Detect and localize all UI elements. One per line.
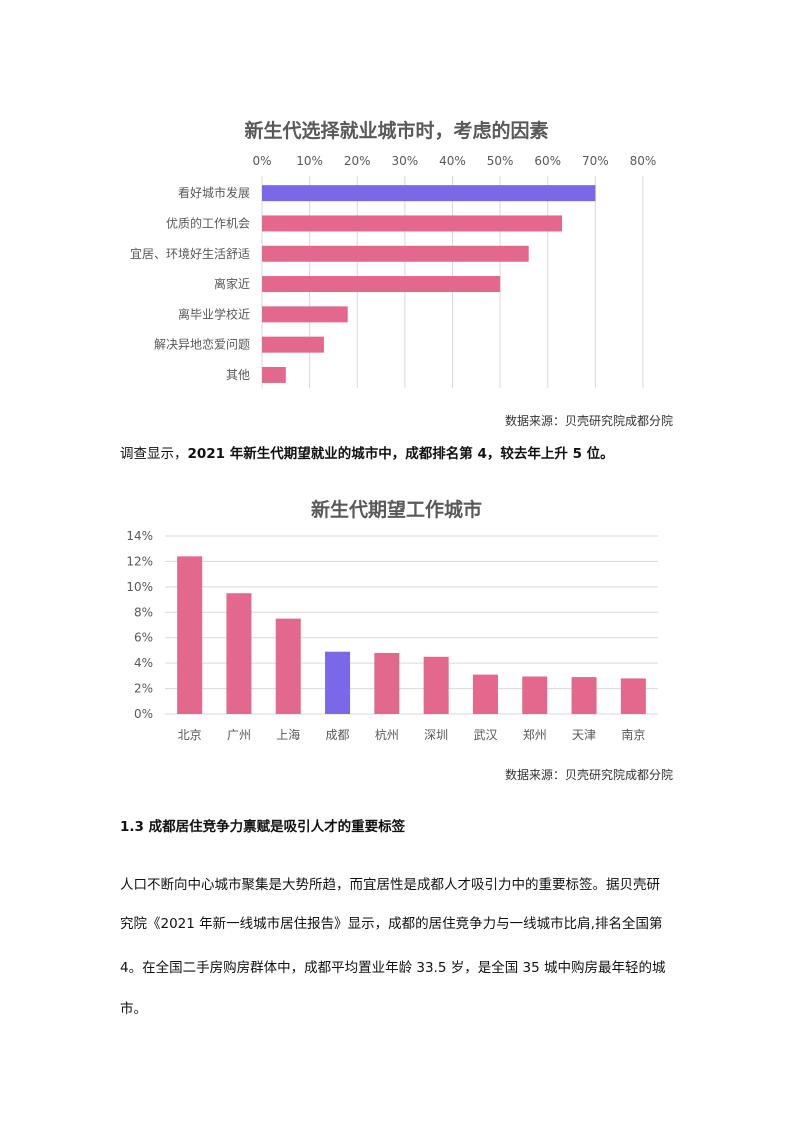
body-line: 人口不断向中心城市聚集是大势所趋，而宜居性是成都人才吸引力中的重要标签。据贝壳研 xyxy=(120,877,660,893)
y-tick-label: 6% xyxy=(134,631,153,645)
bar xyxy=(262,336,324,353)
category-label: 广州 xyxy=(227,728,251,742)
bar xyxy=(262,215,563,232)
y-tick-label: 12% xyxy=(126,554,153,568)
bar xyxy=(571,677,597,714)
category-label: 成都 xyxy=(326,728,350,742)
bar xyxy=(177,556,203,714)
category-label: 北京 xyxy=(178,728,202,742)
category-label: 武汉 xyxy=(473,728,497,742)
y-tick-label: 0% xyxy=(134,707,153,721)
x-tick-label: 20% xyxy=(344,154,371,168)
bar xyxy=(374,652,400,714)
bar xyxy=(262,276,501,293)
survey-prefix: 调查显示， xyxy=(120,446,188,462)
category-label: 深圳 xyxy=(424,728,448,742)
chart2-title: 新生代期望工作城市 xyxy=(310,499,482,521)
x-tick-label: 40% xyxy=(439,154,466,168)
chart2-source: 数据来源：贝壳研究院成都分院 xyxy=(504,768,673,782)
x-tick-label: 70% xyxy=(582,154,609,168)
category-label: 优质的工作机会 xyxy=(166,215,250,230)
category-label: 离家近 xyxy=(214,276,250,291)
bar xyxy=(325,651,351,714)
bar xyxy=(275,618,301,714)
x-tick-label: 0% xyxy=(252,154,271,168)
x-tick-label: 60% xyxy=(534,154,561,168)
category-label: 看好城市发展 xyxy=(178,185,250,200)
bar xyxy=(262,306,348,323)
y-tick-label: 10% xyxy=(126,580,153,594)
bar xyxy=(262,185,596,202)
y-tick-label: 8% xyxy=(134,605,153,619)
chart1-title: 新生代选择就业城市时，考虑的因素 xyxy=(244,120,549,142)
bar xyxy=(522,676,548,714)
bar xyxy=(226,593,252,714)
x-tick-label: 30% xyxy=(392,154,419,168)
bar xyxy=(620,678,646,714)
y-tick-label: 2% xyxy=(134,682,153,696)
category-label: 上海 xyxy=(276,727,300,742)
body-line: 究院《2021 年新一线城市居住报告》显示，成都的居住竞争力与一线城市比肩,排名… xyxy=(120,916,663,932)
category-label: 其他 xyxy=(226,368,250,382)
category-label: 解决异地恋爱问题 xyxy=(154,337,250,352)
bar xyxy=(472,674,498,714)
bar xyxy=(262,245,529,262)
y-tick-label: 14% xyxy=(126,529,153,543)
category-label: 离毕业学校近 xyxy=(178,306,250,321)
category-label: 宜居、环境好生活舒适 xyxy=(130,246,250,261)
x-tick-label: 10% xyxy=(296,154,323,168)
y-tick-label: 4% xyxy=(134,656,153,670)
bar xyxy=(262,366,286,383)
category-label: 南京 xyxy=(621,727,645,742)
bar xyxy=(423,656,449,714)
section-heading: 1.3 成都居住竞争力禀赋是吸引人才的重要标签 xyxy=(120,819,406,835)
cities-bar-chart: 0% 2% 4% 6% 8% 10% 12% 14% 北京 广州 上海 成都 杭州 深圳 武汉 郑州 天津 南京 xyxy=(126,529,658,742)
category-label: 杭州 xyxy=(375,727,399,742)
survey-highlight: 2021 年新生代期望就业的城市中，成都排名第 4，较去年上升 5 位。 xyxy=(187,446,614,462)
category-label: 郑州 xyxy=(523,727,547,742)
body-line: 市。 xyxy=(120,1001,147,1017)
body-line: 4。在全国二手房购房群体中，成都平均置业年龄 33.5 岁，是全国 35 城中购… xyxy=(120,960,666,976)
survey-paragraph: 调查显示，2021 年新生代期望就业的城市中，成都排名第 4，较去年上升 5 位… xyxy=(120,442,680,462)
category-label: 天津 xyxy=(572,728,596,742)
x-tick-label: 80% xyxy=(630,154,657,168)
chart1-source: 数据来源：贝壳研究院成都分院 xyxy=(504,414,673,428)
factors-bar-chart: 0% 10% 20% 30% 40% 50% 60% 70% 80% 看好城市发展优质的工作机会宜… xyxy=(130,154,657,388)
x-tick-label: 50% xyxy=(487,154,514,168)
